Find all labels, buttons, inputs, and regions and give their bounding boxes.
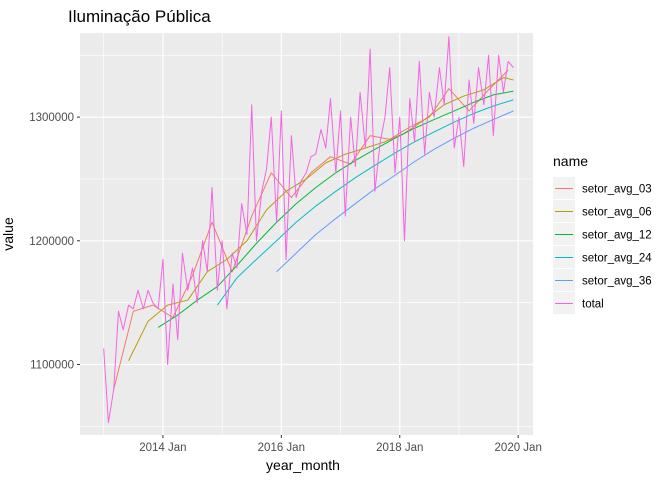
legend-label-setor_avg_12: setor_avg_12	[582, 230, 652, 242]
y-axis: 1100000 1200000 1300000	[29, 112, 80, 371]
y-tick-label: 1200000	[29, 236, 74, 248]
series-line-setor_avg_06	[128, 77, 514, 362]
x-tick-label: 2020 Jan	[495, 442, 542, 454]
legend-title: name	[553, 153, 588, 169]
x-axis-title: year_month	[266, 457, 340, 473]
series-line-setor_avg_36	[276, 110, 514, 273]
x-tick-label: 2014 Jan	[139, 442, 186, 454]
y-axis-title: value	[0, 217, 16, 251]
legend-label-total: total	[582, 299, 604, 311]
x-tick-label: 2018 Jan	[376, 442, 423, 454]
legend-label-setor_avg_06: setor_avg_06	[582, 207, 652, 219]
y-tick-label: 1100000	[30, 359, 74, 371]
x-axis: 2014 Jan 2016 Jan 2018 Jan 2020 Jan	[139, 435, 542, 454]
plot-panel	[80, 33, 533, 435]
series-line-setor_avg_24	[216, 99, 514, 306]
y-tick-label: 1300000	[29, 112, 74, 124]
legend-label-setor_avg_36: setor_avg_36	[582, 276, 652, 288]
legend-items: setor_avg_03 setor_avg_06 setor_avg_12seto…	[553, 177, 652, 314]
series-lines	[103, 36, 514, 424]
legend-label-setor_avg_03: setor_avg_03	[582, 184, 652, 196]
chart-title: Iluminação Pública	[68, 7, 211, 26]
legend-label-setor_avg_24: setor_avg_24	[582, 253, 652, 265]
legend: name setor_avg_03 setor_avg_06 setor_avg_1…	[553, 153, 652, 314]
x-tick-label: 2016 Jan	[258, 442, 305, 454]
series-line-total	[103, 36, 514, 424]
